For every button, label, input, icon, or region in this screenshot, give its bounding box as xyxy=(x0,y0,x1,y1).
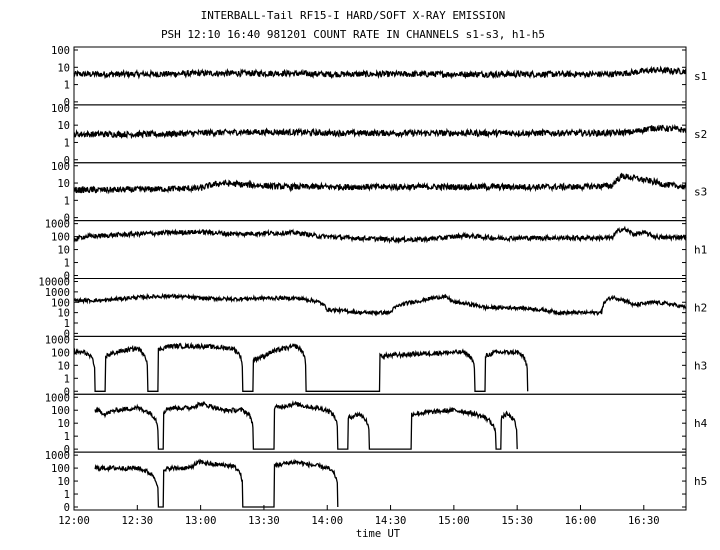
y-tick-label: 10 xyxy=(57,120,70,132)
panel-label-h4: h4 xyxy=(694,417,708,430)
x-tick-label: 13:00 xyxy=(185,515,217,527)
y-tick-label: 10000 xyxy=(38,277,70,289)
series-h2 xyxy=(73,292,687,317)
y-tick-label: 1 xyxy=(64,318,70,330)
panel-label-h5: h5 xyxy=(694,475,707,488)
y-tick-label: 10 xyxy=(57,178,70,190)
y-tick-label: 0 xyxy=(64,386,70,398)
y-tick-label: 1 xyxy=(64,373,70,385)
x-tick-label: 15:00 xyxy=(438,515,470,527)
panel-label-h1: h1 xyxy=(694,244,707,257)
y-tick-label: 1 xyxy=(64,137,70,149)
y-tick-label: 10 xyxy=(57,245,70,257)
y-tick-label: 0 xyxy=(64,444,70,456)
panel-label-s3: s3 xyxy=(694,186,707,199)
y-tick-label: 0 xyxy=(64,271,70,283)
x-tick-label: 14:30 xyxy=(375,515,407,527)
y-tick-label: 1000 xyxy=(45,334,70,346)
y-tick-label: 1000 xyxy=(45,450,70,462)
x-tick-label: 15:30 xyxy=(501,515,533,527)
y-tick-label: 0 xyxy=(64,97,70,109)
y-tick-label: 100 xyxy=(51,405,70,417)
x-tick-label: 12:00 xyxy=(58,515,90,527)
panel-label-s2: s2 xyxy=(694,128,707,141)
y-tick-label: 100 xyxy=(51,161,70,173)
y-tick-label: 1 xyxy=(64,431,70,443)
x-tick-label: 14:00 xyxy=(311,515,343,527)
y-tick-label: 10 xyxy=(57,308,70,320)
y-tick-label: 1 xyxy=(64,258,70,270)
x-tick-label: 16:30 xyxy=(628,515,660,527)
y-tick-label: 100 xyxy=(51,347,70,359)
panel-label-h2: h2 xyxy=(694,301,707,314)
chart-title: INTERBALL-Tail RF15-I HARD/SOFT X-RAY EM… xyxy=(201,9,506,22)
series-h3 xyxy=(73,341,529,392)
y-tick-label: 10 xyxy=(57,418,70,430)
y-tick-label: 100 xyxy=(51,232,70,244)
y-tick-label: 1000 xyxy=(45,219,70,231)
y-tick-label: 1 xyxy=(64,489,70,501)
panel-frame xyxy=(73,278,687,337)
y-tick-label: 100 xyxy=(51,463,70,475)
y-tick-label: 1000 xyxy=(45,392,70,404)
y-tick-label: 0 xyxy=(64,155,70,167)
y-tick-label: 10 xyxy=(57,62,70,74)
y-tick-label: 1000 xyxy=(45,287,70,299)
x-tick-label: 12:30 xyxy=(122,515,154,527)
plot-area: 1001010s11001010s21001010s310001001010h1… xyxy=(38,45,707,527)
panel-frame xyxy=(73,451,687,511)
series-h5 xyxy=(94,458,339,508)
series-s2 xyxy=(73,123,687,140)
panel-frame xyxy=(73,162,687,222)
y-tick-label: 0 xyxy=(64,502,70,514)
y-tick-label: 100 xyxy=(51,45,70,57)
panel-label-h3: h3 xyxy=(694,359,707,372)
y-tick-label: 100 xyxy=(51,297,70,309)
y-tick-label: 10 xyxy=(57,360,70,372)
y-tick-label: 100 xyxy=(51,103,70,115)
panel-label-s1: s1 xyxy=(694,70,707,83)
panel-frame xyxy=(73,393,687,453)
x-tick-label: 13:30 xyxy=(248,515,280,527)
y-tick-label: 0 xyxy=(64,213,70,225)
series-s3 xyxy=(73,172,687,195)
x-tick-label: 16:00 xyxy=(565,515,597,527)
chart-subtitle: PSH 12:10 16:40 981201 COUNT RATE IN CHA… xyxy=(161,28,545,41)
y-tick-label: 1 xyxy=(64,195,70,207)
series-h1 xyxy=(73,225,687,245)
y-tick-label: 0 xyxy=(64,328,70,340)
y-tick-label: 1 xyxy=(64,80,70,92)
series-h4 xyxy=(94,400,518,450)
panel-frame xyxy=(73,220,687,279)
series-s1 xyxy=(73,65,687,80)
x-axis-label: time UT xyxy=(356,528,401,540)
y-tick-label: 10 xyxy=(57,476,70,488)
